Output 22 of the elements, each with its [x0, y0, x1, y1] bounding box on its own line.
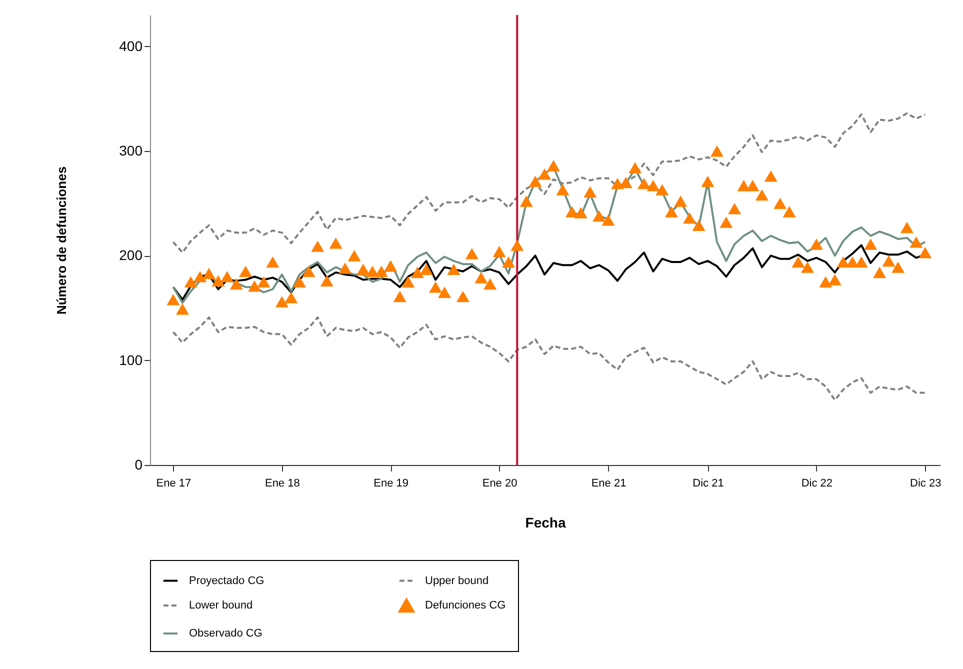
y-tick-label: 0	[134, 456, 143, 472]
x-tick-label: Dic 23	[910, 478, 942, 490]
x-tick-label: Ene 18	[264, 478, 300, 490]
line-series	[172, 112, 926, 254]
legend-label: Defunciones CG	[425, 600, 506, 612]
legend-label: Proyectado CG	[189, 574, 264, 587]
y-tick-label: 200	[119, 247, 143, 264]
x-tick-label: Ene 19	[374, 478, 409, 490]
legend-label: Upper bound	[425, 574, 489, 587]
legend-label: Observado CG	[189, 628, 262, 640]
y-axis-title: Número de defunciones	[54, 166, 70, 315]
x-tick-label: Dic 21	[692, 478, 724, 490]
y-tick-label: 300	[119, 142, 143, 159]
x-tick-label: Dic 22	[801, 478, 833, 490]
y-tick-label: 100	[119, 352, 143, 368]
x-axis-title: Fecha	[525, 514, 566, 530]
x-tick-label: Ene 20	[482, 478, 518, 490]
x-tick-label: Ene 21	[591, 478, 626, 490]
legend-label: Lower bound	[189, 600, 253, 612]
line-series	[172, 316, 926, 402]
x-tick-label: Ene 17	[156, 478, 192, 490]
y-tick-label: 400	[119, 38, 143, 54]
